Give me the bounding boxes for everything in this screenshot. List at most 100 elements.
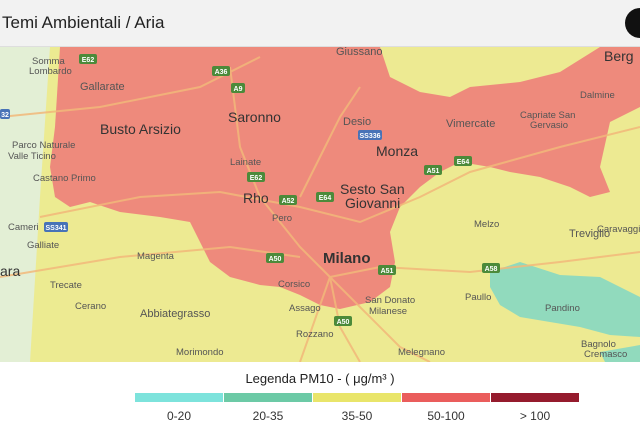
legend-label-0-20: 0-20 xyxy=(166,409,192,423)
road-shield-e64b xyxy=(454,156,472,166)
road-shield-a36 xyxy=(212,66,230,76)
place-rho: Rho xyxy=(243,190,269,206)
place-saronno: Saronno xyxy=(228,109,281,125)
legend-label-over-100: > 100 xyxy=(519,409,551,423)
road-label-ss341: SS341 xyxy=(45,225,66,232)
place-melzo: Melzo xyxy=(474,219,499,230)
place-milanese: Milanese xyxy=(369,306,407,317)
road-shield-a9 xyxy=(231,83,245,93)
place-pero: Pero xyxy=(272,213,292,224)
legend-label-20-35: 20-35 xyxy=(252,409,284,423)
place-castano-primo: Castano Primo xyxy=(33,173,96,184)
place-abbiategrasso: Abbiategrasso xyxy=(140,308,210,320)
road-shield-a51a xyxy=(424,165,442,175)
place-cameri: Cameri xyxy=(8,222,39,233)
road-shield-e64 xyxy=(316,192,334,202)
road-shield-ss341 xyxy=(44,222,68,232)
road-shield-a51b xyxy=(378,265,396,275)
place-melegnano: Melegnano xyxy=(398,347,445,358)
legend-swatch-35-50 xyxy=(313,393,401,402)
pm10-legend: Legenda PM10 - ( μg/m³ ) 0-20 20-35 35-5… xyxy=(0,362,640,442)
place-treviglio: Treviglio xyxy=(569,228,610,240)
place-busto-arsizio: Busto Arsizio xyxy=(100,121,181,137)
place-sesto-san: Sesto San xyxy=(340,181,405,197)
place-morimondo: Morimondo xyxy=(176,347,224,358)
road-label-ss336: SS336 xyxy=(359,133,380,140)
road-label-a50: A50 xyxy=(269,256,282,263)
legend-item-20-35: 20-35 xyxy=(224,393,312,423)
place-caravaggio: Caravaggi xyxy=(597,224,640,235)
place-magenta: Magenta xyxy=(137,251,175,262)
place-cremasco: Cremasco xyxy=(584,349,627,360)
map-canvas[interactable]: E62 A36 A9 SS336 E62 A52 E64 A51 E64 A50… xyxy=(0,47,640,362)
pm10-zone-20-35-b xyxy=(600,345,640,362)
place-giussano: Giussano xyxy=(336,47,382,58)
road-label-e62a: E62 xyxy=(82,57,95,64)
legend-swatch-20-35 xyxy=(224,393,312,402)
road-label-a36: A36 xyxy=(215,69,228,76)
place-desio: Desio xyxy=(343,116,371,128)
place-galliate: Galliate xyxy=(27,240,59,251)
place-rozzano: Rozzano xyxy=(296,329,334,340)
road-label-a51a: A51 xyxy=(427,168,440,175)
road-label-e64b: E64 xyxy=(457,159,470,166)
road-shield-e62a xyxy=(79,54,97,64)
place-bagnolo: Bagnolo xyxy=(581,339,616,350)
road-shield-a50 xyxy=(266,253,284,263)
road-shield-e62b xyxy=(247,172,265,182)
place-trecate: Trecate xyxy=(50,280,82,291)
road-label-a58: A58 xyxy=(485,266,498,273)
place-capriate-san: Capriate San xyxy=(520,110,575,121)
legend-label-35-50: 35-50 xyxy=(341,409,373,423)
road-shield-a50b xyxy=(334,316,352,326)
legend-item-35-50: 35-50 xyxy=(313,393,401,423)
legend-item-over-100: > 100 xyxy=(491,393,579,423)
pm10-map[interactable]: E62 A36 A9 SS336 E62 A52 E64 A51 E64 A50… xyxy=(0,47,640,362)
legend-item-0-20: 0-20 xyxy=(135,393,223,423)
legend-label-50-100: 50-100 xyxy=(427,409,465,423)
page-title: Temi Ambientali / Aria xyxy=(2,13,165,32)
place-novara: ara xyxy=(0,263,20,279)
place-bergamo: Berg xyxy=(604,48,634,64)
place-milano: Milano xyxy=(323,250,371,267)
road-label-a51b: A51 xyxy=(381,268,394,275)
place-dalmine: Dalmine xyxy=(580,90,615,101)
place-paullo: Paullo xyxy=(465,292,491,303)
place-san-donato: San Donato xyxy=(365,295,415,306)
road-label-a50b: A50 xyxy=(337,319,350,326)
app-header: Temi Ambientali / Aria xyxy=(0,0,640,47)
road-label-32: 32 xyxy=(1,112,9,119)
road-shield-a58 xyxy=(482,263,500,273)
place-vimercate: Vimercate xyxy=(446,118,495,130)
legend-swatch-50-100 xyxy=(402,393,490,402)
place-labels: Giussano Somma Lombardo Gallarate Busto … xyxy=(0,47,640,360)
pm10-zone-20-35 xyxy=(490,262,640,337)
road-label-e62b: E62 xyxy=(250,175,263,182)
legend-swatch-0-20 xyxy=(135,393,223,402)
logo-icon xyxy=(625,8,640,38)
place-giovanni: Giovanni xyxy=(345,195,400,211)
place-valle-ticino: Valle Ticino xyxy=(8,151,56,162)
place-gallarate: Gallarate xyxy=(80,81,125,93)
legend-title: Legenda PM10 - ( μg/m³ ) xyxy=(245,371,395,386)
road-shield-ss336 xyxy=(358,130,382,140)
legend-swatch-over-100 xyxy=(491,393,579,402)
road-shield-a52 xyxy=(279,195,297,205)
road-shields: E62 A36 A9 SS336 E62 A52 E64 A51 E64 A50… xyxy=(0,54,500,326)
place-gervasio: Gervasio xyxy=(530,120,568,131)
road-label-a52: A52 xyxy=(282,198,295,205)
place-monza: Monza xyxy=(376,143,418,159)
place-corsico: Corsico xyxy=(278,279,310,290)
road-shield-32 xyxy=(0,109,10,119)
place-parco-naturale: Parco Naturale xyxy=(12,140,75,151)
road-label-a9: A9 xyxy=(234,86,243,93)
place-somma: Somma xyxy=(32,56,65,67)
road-label-e64: E64 xyxy=(319,195,332,202)
place-pandino: Pandino xyxy=(545,303,580,314)
place-cerano: Cerano xyxy=(75,301,106,312)
place-lainate: Lainate xyxy=(230,157,261,168)
pm10-zone-50-100 xyxy=(50,47,640,309)
place-assago: Assago xyxy=(289,303,321,314)
place-lombardo: Lombardo xyxy=(29,66,72,77)
legend-item-50-100: 50-100 xyxy=(402,393,490,423)
